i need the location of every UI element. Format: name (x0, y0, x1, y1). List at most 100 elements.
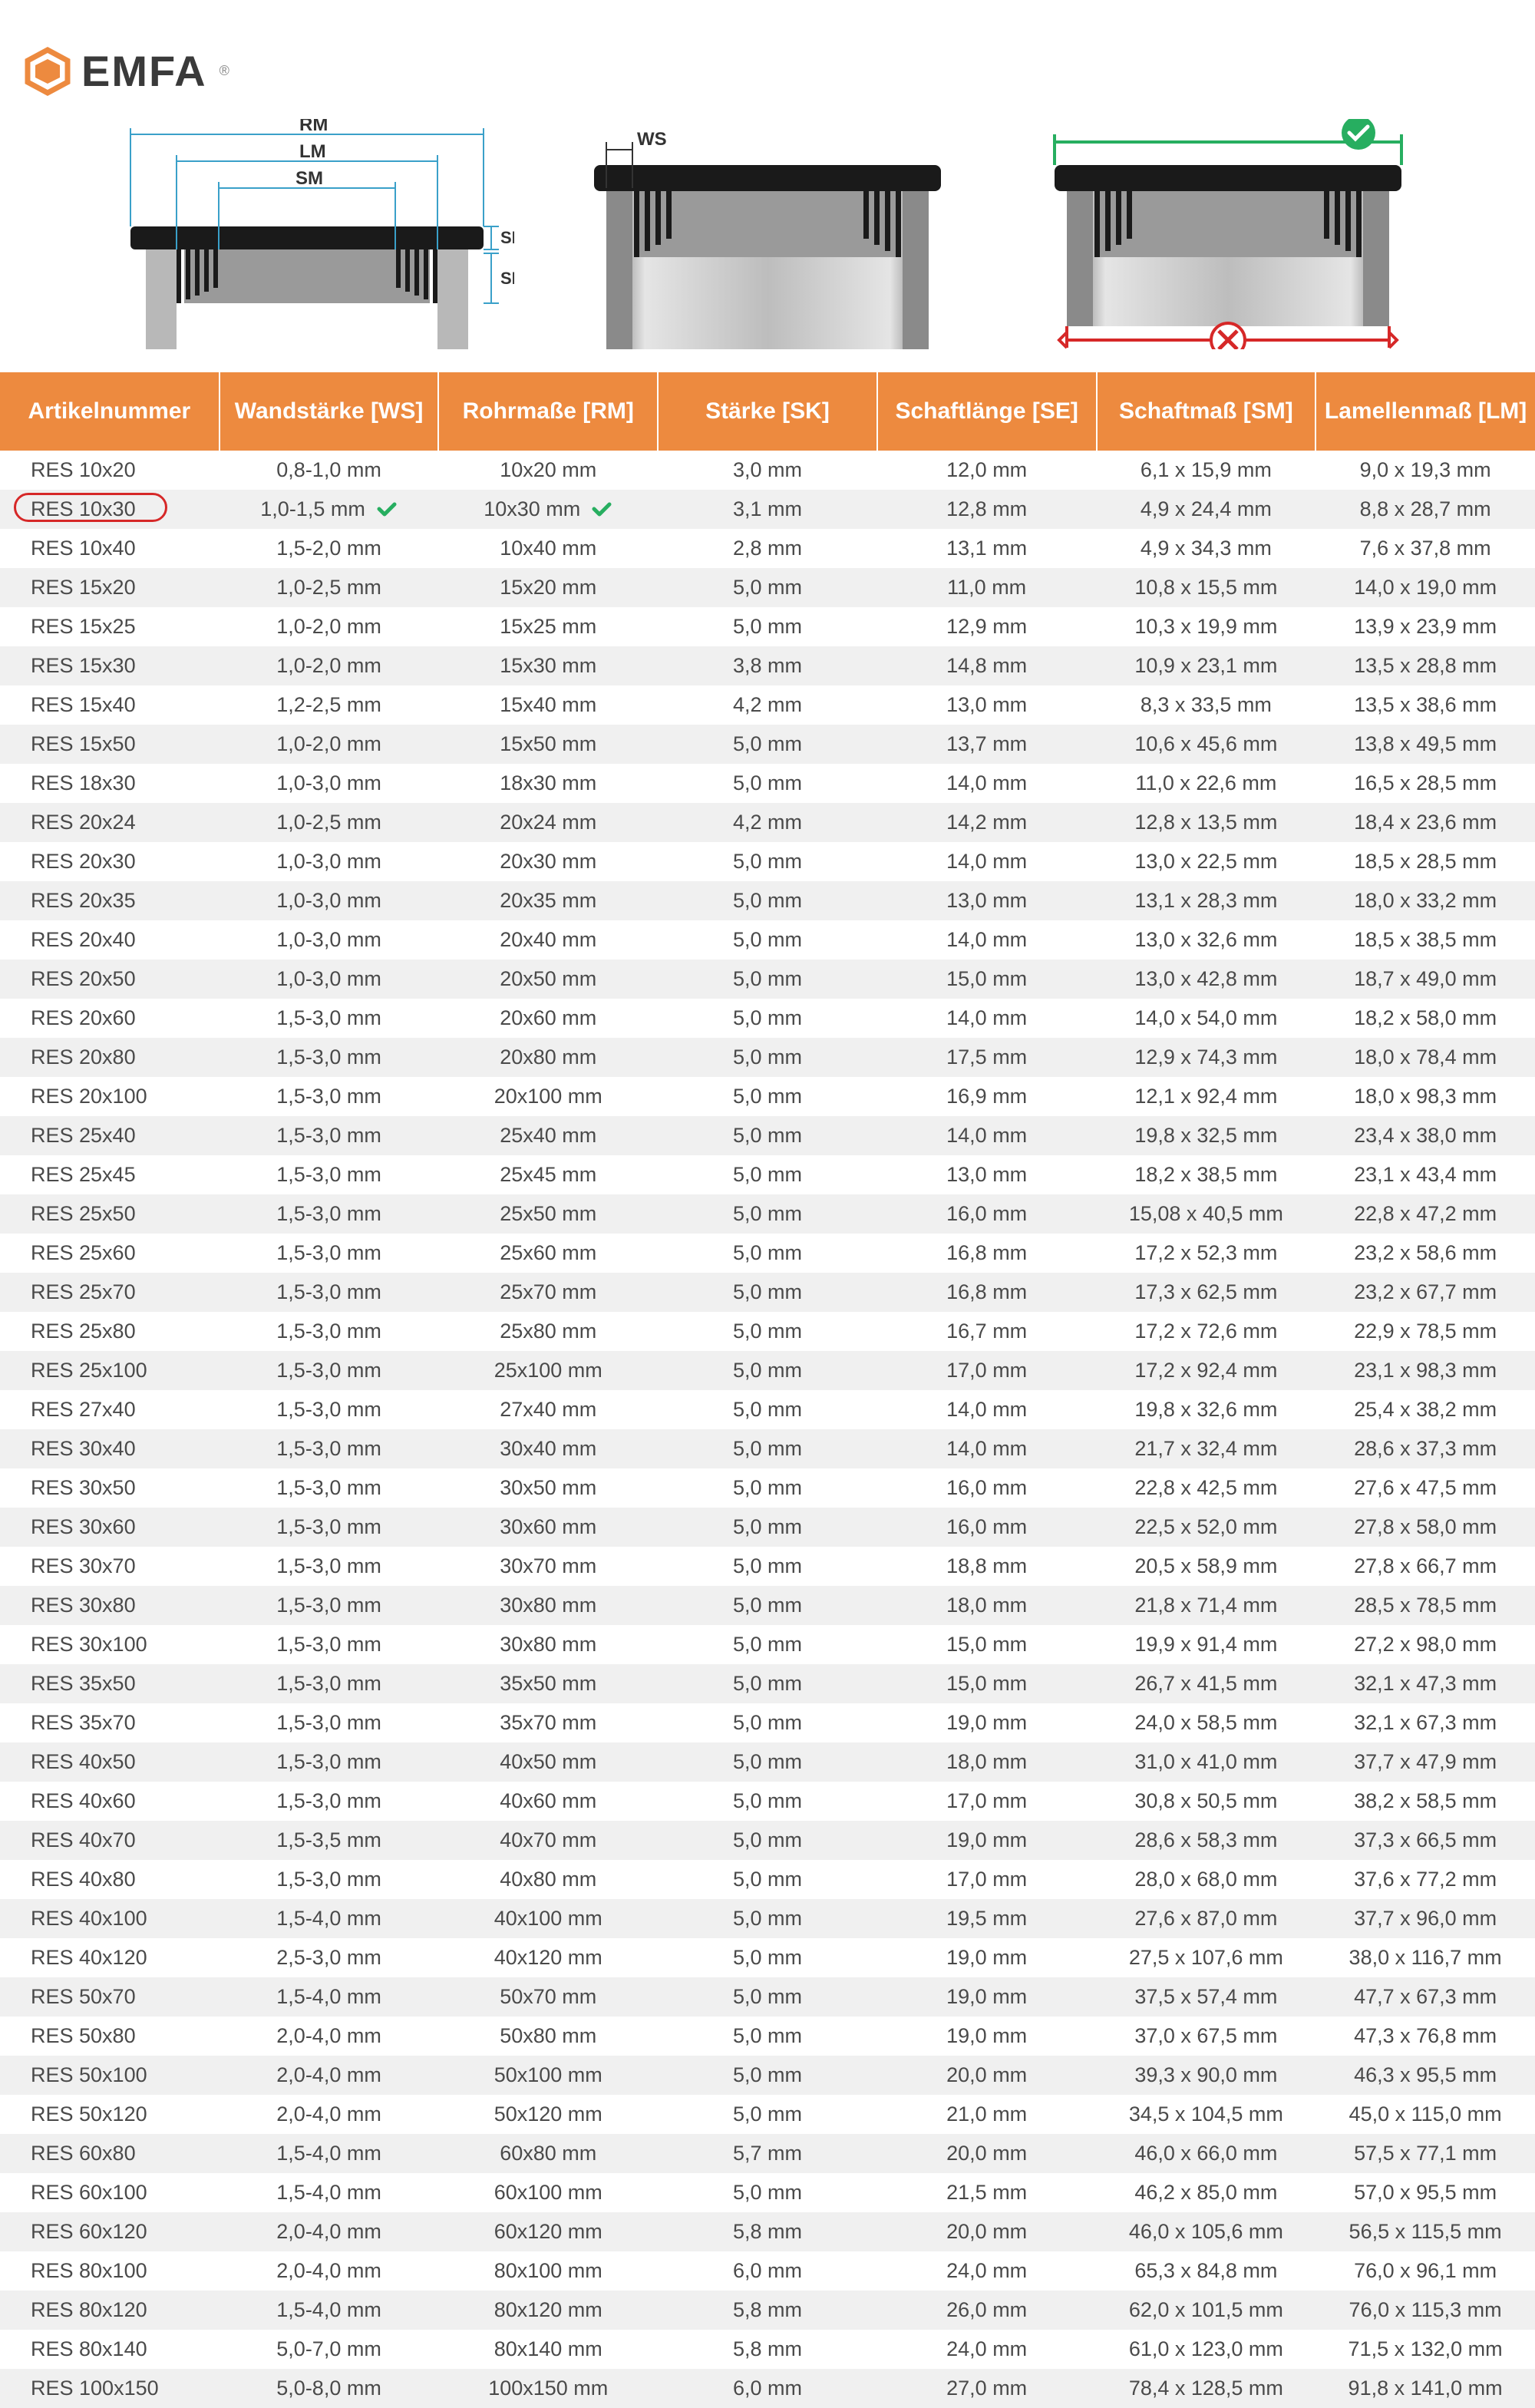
table-cell: 24,0 x 58,5 mm (1097, 1703, 1316, 1742)
table-cell: 15x30 mm (438, 646, 658, 685)
table-cell: RES 60x100 (0, 2173, 220, 2212)
table-cell: RES 25x70 (0, 1273, 220, 1312)
table-cell: 26,7 x 41,5 mm (1097, 1664, 1316, 1703)
table-cell: 8,8 x 28,7 mm (1315, 490, 1535, 529)
table-row: RES 25x601,5-3,0 mm25x60 mm5,0 mm16,8 mm… (0, 1234, 1535, 1273)
table-row: RES 27x401,5-3,0 mm27x40 mm5,0 mm14,0 mm… (0, 1390, 1535, 1429)
table-cell: 30x40 mm (438, 1429, 658, 1468)
table-cell: 35x50 mm (438, 1664, 658, 1703)
table-cell: 62,0 x 101,5 mm (1097, 2291, 1316, 2330)
table-row: RES 10x401,5-2,0 mm10x40 mm2,8 mm13,1 mm… (0, 529, 1535, 568)
table-cell: 5,0 mm (658, 2173, 877, 2212)
table-cell: 16,8 mm (877, 1234, 1097, 1273)
table-cell: 13,0 x 32,6 mm (1097, 920, 1316, 960)
table-cell: 15x20 mm (438, 568, 658, 607)
table-cell: 14,0 mm (877, 764, 1097, 803)
table-cell: 1,0-2,5 mm (220, 568, 439, 607)
table-cell: 60x100 mm (438, 2173, 658, 2212)
table-cell: 5,0 mm (658, 1077, 877, 1116)
table-cell: RES 25x50 (0, 1194, 220, 1234)
table-cell: 25x70 mm (438, 1273, 658, 1312)
table-cell: 1,5-3,0 mm (220, 1664, 439, 1703)
table-row: RES 20x401,0-3,0 mm20x40 mm5,0 mm14,0 mm… (0, 920, 1535, 960)
table-cell: 20x80 mm (438, 1038, 658, 1077)
table-cell: RES 40x120 (0, 1938, 220, 1977)
table-cell: 11,0 x 22,6 mm (1097, 764, 1316, 803)
table-cell: 25,4 x 38,2 mm (1315, 1390, 1535, 1429)
table-cell: 14,0 mm (877, 1429, 1097, 1468)
table-cell: 14,0 x 19,0 mm (1315, 568, 1535, 607)
table-cell: 40x80 mm (438, 1860, 658, 1899)
table-cell: 13,0 mm (877, 881, 1097, 920)
table-cell: 4,9 x 24,4 mm (1097, 490, 1316, 529)
table-cell: 19,9 x 91,4 mm (1097, 1625, 1316, 1664)
table-cell: RES 40x70 (0, 1821, 220, 1860)
table-cell: 18,0 x 33,2 mm (1315, 881, 1535, 920)
table-cell: 4,2 mm (658, 685, 877, 725)
table-row: RES 15x501,0-2,0 mm15x50 mm5,0 mm13,7 mm… (0, 725, 1535, 764)
table-cell: 27,6 x 87,0 mm (1097, 1899, 1316, 1938)
table-cell: 12,1 x 92,4 mm (1097, 1077, 1316, 1116)
table-cell: RES 30x40 (0, 1429, 220, 1468)
table-cell: 10x40 mm (438, 529, 658, 568)
table-cell: RES 35x50 (0, 1664, 220, 1703)
table-cell: RES 18x30 (0, 764, 220, 803)
table-cell: 5,0 mm (658, 1782, 877, 1821)
table-cell: 18x30 mm (438, 764, 658, 803)
table-cell: 20x40 mm (438, 920, 658, 960)
table-cell: 1,5-3,0 mm (220, 1390, 439, 1429)
table-cell: 5,8 mm (658, 2212, 877, 2251)
table-cell: 5,8 mm (658, 2291, 877, 2330)
table-cell: RES 50x80 (0, 2017, 220, 2056)
table-cell: 38,2 x 58,5 mm (1315, 1782, 1535, 1821)
check-icon (591, 500, 612, 521)
table-cell: 1,5-3,0 mm (220, 1742, 439, 1782)
table-row: RES 30x1001,5-3,0 mm30x80 mm5,0 mm15,0 m… (0, 1625, 1535, 1664)
table-cell: 17,2 x 52,3 mm (1097, 1234, 1316, 1273)
table-row: RES 20x801,5-3,0 mm20x80 mm5,0 mm17,5 mm… (0, 1038, 1535, 1077)
column-header: Schaftmaß [SM] (1097, 372, 1316, 451)
table-cell: 10x20 mm (438, 451, 658, 490)
diagram-middle: WS (560, 119, 975, 349)
table-cell: 12,0 mm (877, 451, 1097, 490)
table-cell: 18,4 x 23,6 mm (1315, 803, 1535, 842)
table-row: RES 50x1002,0-4,0 mm50x100 mm5,0 mm20,0 … (0, 2056, 1535, 2095)
table-cell: 5,0 mm (658, 1038, 877, 1077)
table-cell: 3,8 mm (658, 646, 877, 685)
table-cell: 56,5 x 115,5 mm (1315, 2212, 1535, 2251)
table-cell: 13,8 x 49,5 mm (1315, 725, 1535, 764)
table-cell: 6,0 mm (658, 2251, 877, 2291)
table-cell: RES 10x40 (0, 529, 220, 568)
table-cell: 27,8 x 66,7 mm (1315, 1547, 1535, 1586)
label-sm: SM (295, 168, 323, 189)
table-cell: 20x35 mm (438, 881, 658, 920)
table-cell: 16,7 mm (877, 1312, 1097, 1351)
table-row: RES 50x701,5-4,0 mm50x70 mm5,0 mm19,0 mm… (0, 1977, 1535, 2017)
table-row: RES 60x1001,5-4,0 mm60x100 mm5,0 mm21,5 … (0, 2173, 1535, 2212)
table-cell: 19,5 mm (877, 1899, 1097, 1938)
table-cell: 30x50 mm (438, 1468, 658, 1508)
table-row: RES 20x601,5-3,0 mm20x60 mm5,0 mm14,0 mm… (0, 999, 1535, 1038)
table-cell: 5,0 mm (658, 1703, 877, 1742)
table-cell: 30x80 mm (438, 1625, 658, 1664)
table-cell: 18,8 mm (877, 1547, 1097, 1586)
table-cell: 16,8 mm (877, 1273, 1097, 1312)
table-cell: 15x40 mm (438, 685, 658, 725)
table-cell: 78,4 x 128,5 mm (1097, 2369, 1316, 2408)
table-cell: 5,0 mm (658, 1664, 877, 1703)
table-cell: 22,8 x 47,2 mm (1315, 1194, 1535, 1234)
table-cell: 17,3 x 62,5 mm (1097, 1273, 1316, 1312)
table-cell: RES 20x24 (0, 803, 220, 842)
table-cell: 23,1 x 98,3 mm (1315, 1351, 1535, 1390)
column-header: Rohrmaße [RM] (438, 372, 658, 451)
table-cell: 16,0 mm (877, 1508, 1097, 1547)
table-cell: RES 15x50 (0, 725, 220, 764)
table-cell: 20,0 mm (877, 2212, 1097, 2251)
table-cell: 19,8 x 32,5 mm (1097, 1116, 1316, 1155)
table-cell: 30x70 mm (438, 1547, 658, 1586)
table-cell: 21,8 x 71,4 mm (1097, 1586, 1316, 1625)
table-cell: 1,0-2,0 mm (220, 725, 439, 764)
table-cell: RES 10x20 (0, 451, 220, 490)
table-cell: 37,0 x 67,5 mm (1097, 2017, 1316, 2056)
table-row: RES 20x351,0-3,0 mm20x35 mm5,0 mm13,0 mm… (0, 881, 1535, 920)
